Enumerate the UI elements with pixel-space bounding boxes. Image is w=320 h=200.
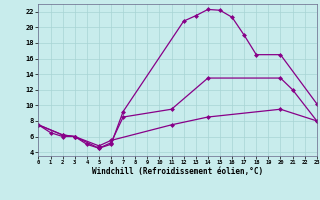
X-axis label: Windchill (Refroidissement éolien,°C): Windchill (Refroidissement éolien,°C) [92,167,263,176]
